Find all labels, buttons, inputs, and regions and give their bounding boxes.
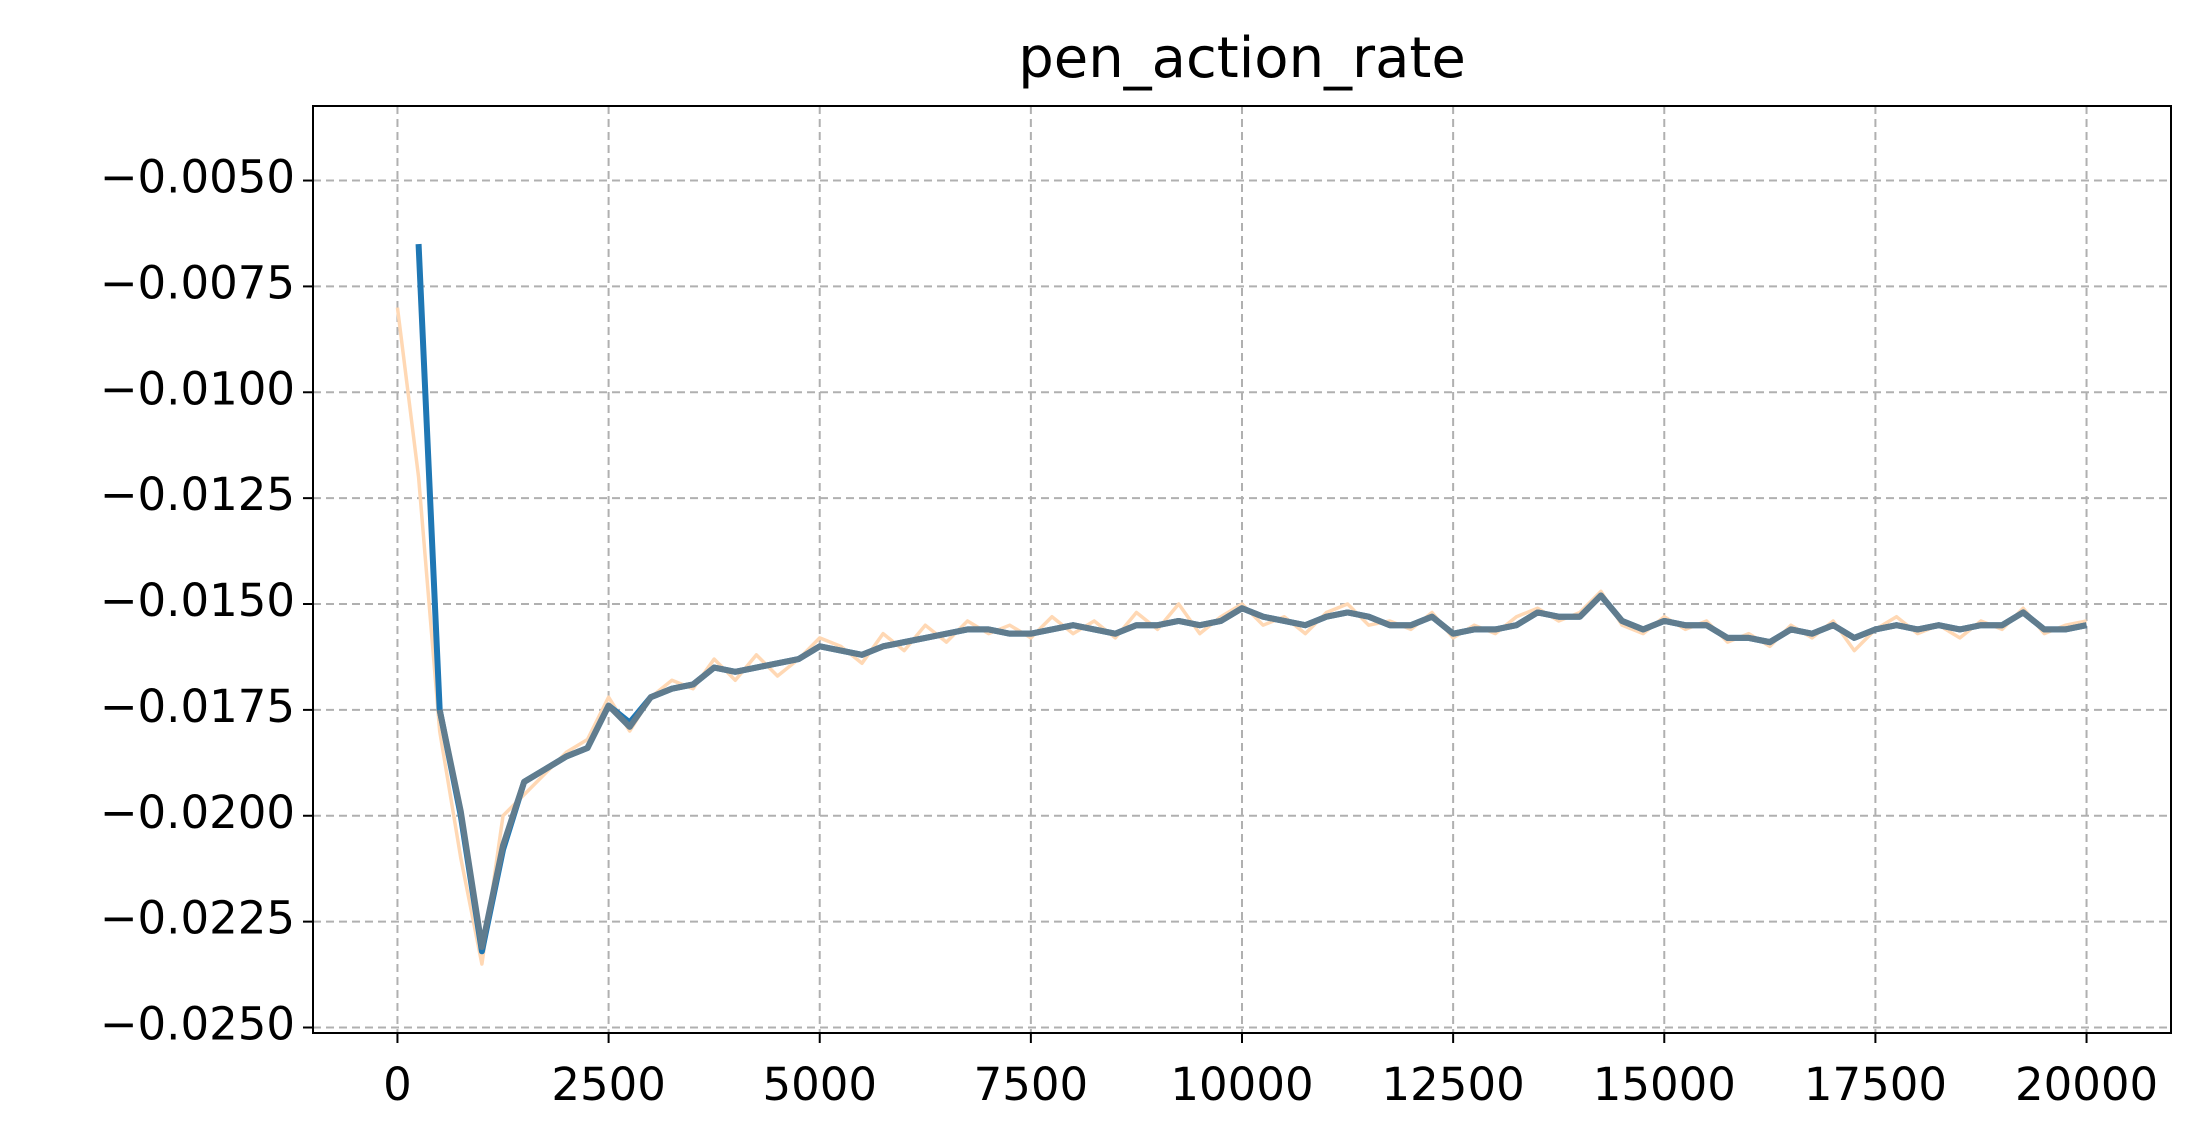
- series-line: [415, 243, 2088, 955]
- x-tick-label: 15000: [1593, 1058, 1736, 1111]
- y-tick-label: −0.0200: [100, 786, 295, 839]
- x-tick-label: 17500: [1804, 1058, 1947, 1111]
- y-tick-label: −0.0125: [100, 468, 295, 521]
- x-tick-label: 12500: [1382, 1058, 1525, 1111]
- y-tick-label: −0.0100: [100, 362, 295, 415]
- y-tick-label: −0.0075: [100, 256, 295, 309]
- y-tick-label: −0.0225: [100, 892, 295, 945]
- x-tick-label: 20000: [2015, 1058, 2158, 1111]
- y-tick-label: −0.0050: [100, 151, 295, 204]
- plot-frame: [312, 105, 2172, 1034]
- chart-title: pen_action_rate: [1018, 26, 1466, 91]
- x-tick-label: 10000: [1170, 1058, 1313, 1111]
- series-line: [436, 592, 2088, 951]
- x-tick-label: 5000: [762, 1058, 877, 1111]
- y-tick-label: −0.0250: [100, 997, 295, 1050]
- x-tick-label: 7500: [974, 1058, 1089, 1111]
- x-tick-label: 2500: [551, 1058, 666, 1111]
- y-tick-label: −0.0150: [100, 574, 295, 627]
- x-tick-label: 0: [383, 1058, 412, 1111]
- y-tick-label: −0.0175: [100, 680, 295, 733]
